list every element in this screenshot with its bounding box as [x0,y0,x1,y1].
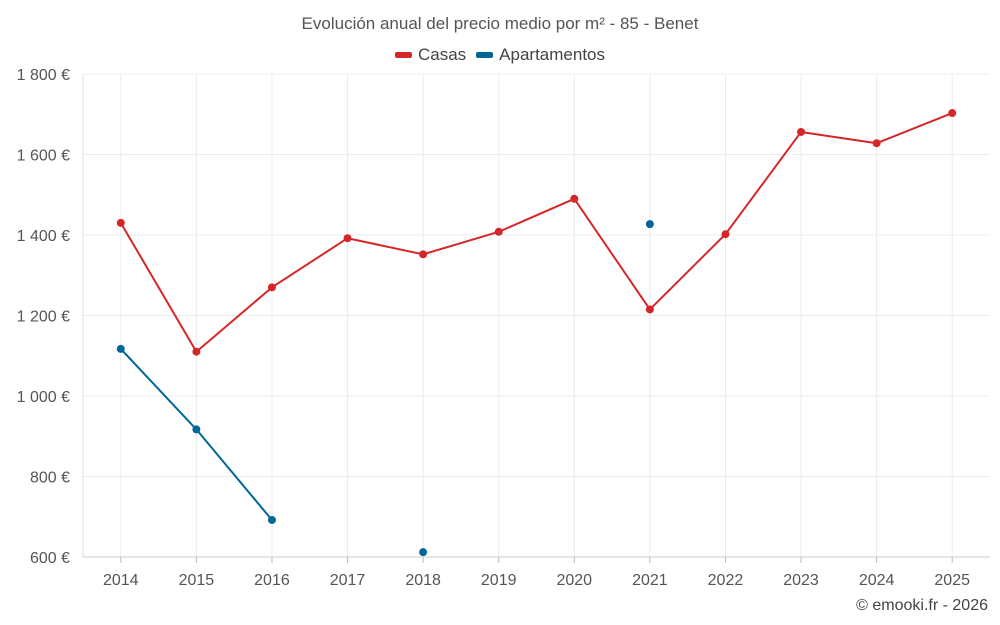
data-point-casas [645,305,654,314]
legend-swatch-casas [394,52,412,58]
data-point-casas [797,127,806,136]
x-tick-label: 2025 [934,572,970,589]
x-tick-label: 2020 [556,572,592,589]
data-point-apartamentos [116,344,125,353]
data-point-casas [343,234,352,243]
data-point-apartamentos [419,548,428,557]
x-tick-label: 2023 [783,572,819,589]
legend-item-casas[interactable]: Casas [394,45,467,65]
y-tick-label: 1 200 € [17,309,70,326]
x-tick-label: 2014 [103,572,139,589]
legend: Casas Apartamentos [0,45,1000,65]
y-tick-label: 800 € [30,470,70,487]
x-tick-label: 2024 [859,572,895,589]
data-point-casas [948,109,957,118]
x-tick-label: 2017 [330,572,366,589]
legend-label-casas: Casas [417,45,467,64]
data-point-casas [116,218,125,227]
data-point-casas [494,227,503,236]
x-tick-label: 2019 [481,572,517,589]
series [116,109,957,557]
y-tick-label: 1 000 € [17,389,70,406]
legend-label-apartamentos: Apartamentos [499,45,606,64]
data-point-casas [267,283,276,292]
data-point-apartamentos [267,515,276,524]
x-tick-label: 2015 [179,572,215,589]
grid [82,73,990,558]
x-tick-label: 2021 [632,572,668,589]
x-tick-label: 2016 [254,572,290,589]
x-tick-label: 2018 [405,572,441,589]
y-tick-label: 1 600 € [17,148,70,165]
series-line-casas [119,112,953,353]
legend-item-apartamentos[interactable]: Apartamentos [476,45,605,65]
axes: 600 € 800 € 1 000 € 1 200 € 1 400 € 1 600 € 1 … [17,67,990,589]
data-point-casas [192,347,201,356]
legend-swatch-apartamentos [476,52,494,58]
data-point-apartamentos [645,220,654,229]
x-tick-label: 2022 [708,572,744,589]
y-tick-label: 600 € [30,550,70,567]
data-point-apartamentos [192,425,201,434]
y-tick-label: 1 800 € [17,67,70,84]
data-point-casas [570,194,579,203]
chart-title: Evolución anual del precio medio por m² … [301,14,699,33]
data-point-casas [419,250,428,259]
y-tick-label: 1 400 € [17,228,70,245]
data-point-casas [721,230,730,239]
data-point-casas [872,139,881,148]
credit: © emooki.fr - 2026 [856,597,988,614]
